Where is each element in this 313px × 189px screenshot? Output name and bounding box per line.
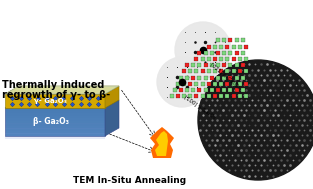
Text: [100] γ-Ga₂O₃: [100] γ-Ga₂O₃ xyxy=(183,95,216,120)
Circle shape xyxy=(198,60,313,180)
Text: [021] β-Ga₂O₃: [021] β-Ga₂O₃ xyxy=(209,62,241,90)
Polygon shape xyxy=(105,100,119,136)
Text: Thermally induced: Thermally induced xyxy=(2,80,104,90)
Polygon shape xyxy=(105,86,119,108)
Polygon shape xyxy=(5,113,105,116)
Text: regrowth of γ- to β-: regrowth of γ- to β- xyxy=(2,90,110,100)
Polygon shape xyxy=(5,86,119,94)
Polygon shape xyxy=(5,131,105,134)
Polygon shape xyxy=(5,123,105,126)
Polygon shape xyxy=(5,136,105,139)
Text: γ- Ga₂O₃: γ- Ga₂O₃ xyxy=(33,98,66,104)
Circle shape xyxy=(175,22,231,78)
Polygon shape xyxy=(5,111,105,113)
Polygon shape xyxy=(5,128,105,131)
Polygon shape xyxy=(5,86,119,94)
Text: β- Ga₂O₃: β- Ga₂O₃ xyxy=(33,118,69,126)
Polygon shape xyxy=(5,100,119,108)
Polygon shape xyxy=(5,108,105,111)
Polygon shape xyxy=(5,126,105,129)
Polygon shape xyxy=(5,116,105,119)
Polygon shape xyxy=(5,94,105,108)
Polygon shape xyxy=(5,121,105,124)
Polygon shape xyxy=(5,118,105,121)
Text: TEM In-Situ Annealing: TEM In-Situ Annealing xyxy=(74,176,187,185)
Polygon shape xyxy=(150,127,174,158)
Polygon shape xyxy=(155,131,168,156)
Polygon shape xyxy=(5,133,105,136)
Circle shape xyxy=(157,57,207,107)
Polygon shape xyxy=(5,108,105,136)
